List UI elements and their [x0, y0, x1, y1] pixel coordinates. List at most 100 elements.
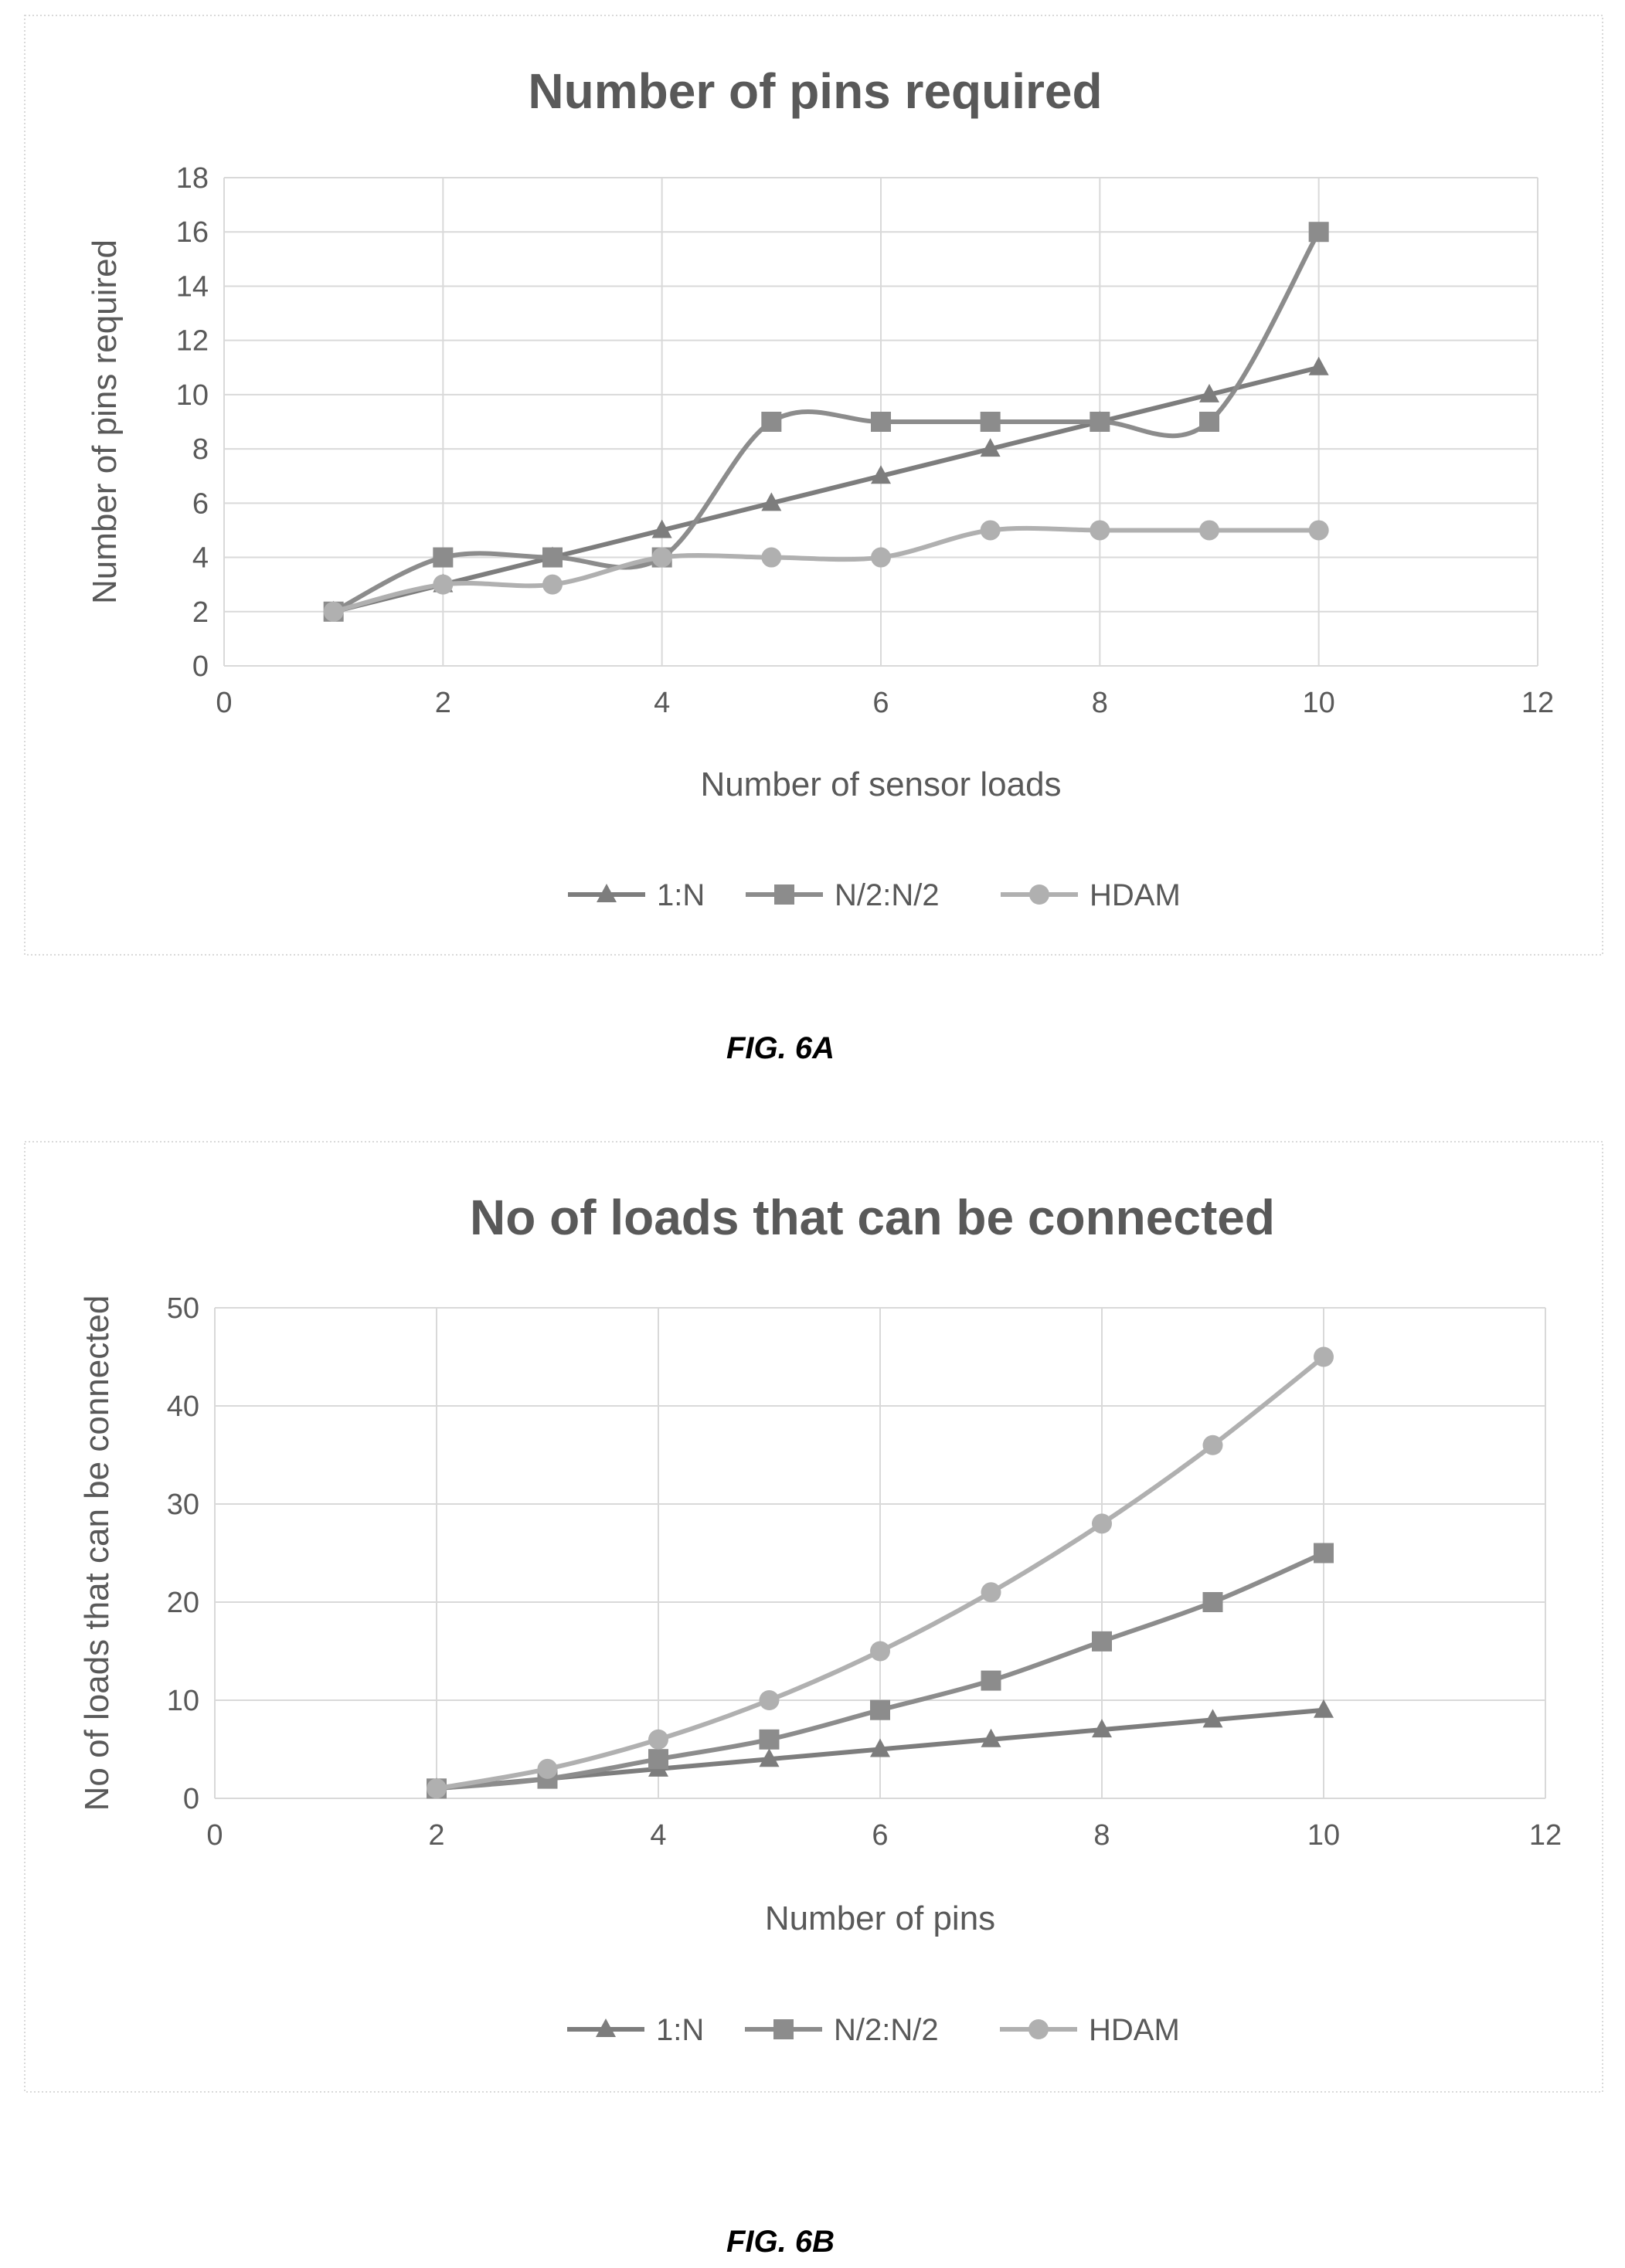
legend-item: N/2:N/2: [746, 878, 940, 912]
x-axis-label: Number of sensor loads: [700, 766, 1061, 803]
data-point: [1199, 412, 1219, 432]
x-tick-label: 4: [650, 1819, 666, 1852]
data-point: [870, 1699, 890, 1720]
y-tick-label: 50: [167, 1292, 199, 1325]
legend-marker: [773, 2019, 794, 2039]
data-point: [1308, 520, 1329, 541]
x-tick-label: 0: [206, 1819, 223, 1852]
legend-label: 1:N: [656, 2013, 704, 2047]
figure-caption-6b: FIG. 6B: [726, 2225, 835, 2259]
legend-item: 1:N: [567, 2013, 704, 2047]
y-tick-label: 2: [192, 596, 209, 629]
data-point: [1090, 520, 1110, 541]
series-n-2-n-2: [427, 1543, 1334, 1799]
x-tick-label: 2: [435, 687, 451, 719]
series-line: [332, 230, 1321, 614]
data-point: [648, 1729, 668, 1750]
legend-label: 1:N: [657, 878, 705, 912]
data-point: [1092, 1631, 1112, 1652]
chart-area-border: [24, 15, 1603, 956]
x-tick-label: 12: [1521, 687, 1554, 719]
x-tick-label: 8: [1093, 1819, 1110, 1852]
data-point: [1314, 1543, 1334, 1563]
y-tick-label: 16: [176, 216, 209, 249]
data-point: [433, 547, 454, 568]
data-point: [980, 520, 1001, 541]
data-point: [1308, 222, 1329, 243]
y-tick-label: 0: [192, 650, 209, 683]
data-point: [1308, 356, 1329, 375]
y-tick-label: 12: [176, 325, 209, 358]
x-tick-label: 4: [654, 687, 670, 719]
chart-title: Number of pins required: [528, 63, 1102, 119]
y-tick-label: 18: [176, 162, 209, 195]
x-tick-label: 12: [1529, 1819, 1562, 1852]
y-tick-label: 40: [167, 1390, 199, 1423]
series-line: [332, 525, 1319, 614]
x-tick-label: 0: [216, 687, 232, 719]
data-point: [1092, 1719, 1112, 1738]
data-point: [1202, 1592, 1223, 1612]
data-point: [1202, 1709, 1223, 1728]
data-point: [1090, 412, 1110, 432]
y-axis-label: Number of pins required: [86, 239, 124, 604]
y-tick-label: 30: [167, 1489, 199, 1521]
data-point: [648, 1749, 668, 1770]
data-point: [1092, 1513, 1112, 1534]
chart-area-border: [24, 1141, 1603, 2093]
data-point: [433, 574, 454, 595]
data-point: [1202, 1434, 1223, 1455]
data-point: [759, 1690, 780, 1710]
legend-label: HDAM: [1089, 2013, 1180, 2047]
y-tick-label: 10: [176, 379, 209, 412]
y-tick-label: 4: [192, 542, 209, 575]
x-tick-label: 10: [1303, 687, 1335, 719]
data-point: [1314, 1699, 1334, 1718]
series-hdam: [427, 1346, 1334, 1799]
legend-item: N/2:N/2: [745, 2013, 939, 2047]
data-point: [870, 1641, 890, 1662]
data-point: [980, 412, 1001, 432]
data-point: [323, 601, 344, 622]
data-point: [537, 1758, 558, 1779]
y-tick-label: 0: [183, 1783, 199, 1815]
data-point: [1199, 383, 1219, 402]
data-point: [981, 1728, 1001, 1747]
legend-label: N/2:N/2: [835, 878, 940, 912]
x-tick-label: 2: [428, 1819, 444, 1852]
legend-marker: [774, 884, 794, 905]
data-point: [761, 547, 782, 568]
y-tick-label: 8: [192, 433, 209, 466]
data-point: [542, 547, 563, 568]
data-point: [1314, 1346, 1334, 1367]
data-point: [427, 1778, 447, 1799]
y-tick-label: 14: [176, 270, 209, 303]
chart-pins-required: Number of pins required 0 2 4 6 8 10 12 14 16 18 0 2…: [24, 15, 1603, 956]
legend-marker: [596, 2018, 616, 2037]
x-tick-label: 6: [872, 1819, 888, 1852]
data-point: [871, 412, 891, 432]
legend-marker: [1028, 2019, 1049, 2039]
x-tick-label: 6: [872, 687, 889, 719]
data-point: [542, 574, 563, 595]
x-axis-label: Number of pins: [765, 1900, 995, 1937]
data-point: [1199, 520, 1219, 541]
legend-item: HDAM: [1001, 878, 1181, 912]
series-n-2-n-2: [323, 222, 1329, 622]
y-axis-label: No of loads that can be connected: [78, 1295, 116, 1811]
legend-marker: [597, 884, 617, 902]
data-point: [870, 1738, 890, 1757]
data-point: [651, 547, 672, 568]
legend-label: HDAM: [1090, 878, 1181, 912]
figure-caption-6a: FIG. 6A: [726, 1031, 835, 1065]
data-point: [759, 1729, 780, 1750]
data-point: [651, 519, 672, 538]
data-point: [761, 412, 782, 432]
y-tick-label: 10: [167, 1685, 199, 1717]
x-tick-label: 10: [1307, 1819, 1340, 1852]
y-tick-label: 20: [167, 1587, 199, 1619]
data-point: [761, 492, 782, 511]
legend-item: 1:N: [568, 878, 705, 912]
series-hdam: [323, 520, 1329, 622]
